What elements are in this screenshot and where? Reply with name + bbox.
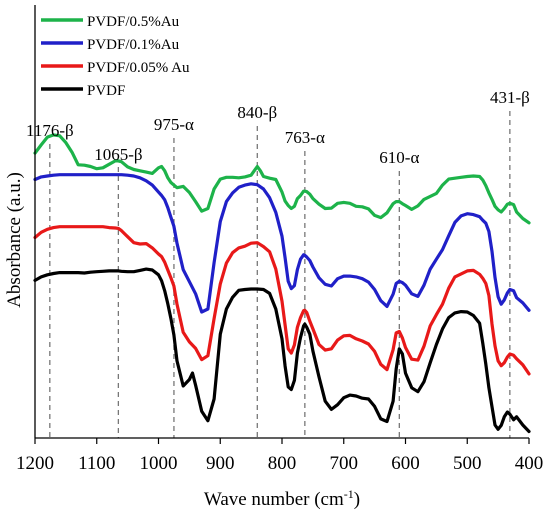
series-line <box>33 133 531 225</box>
series-line <box>33 173 531 314</box>
x-tick-label: 1200 <box>16 453 54 474</box>
x-tick-label: 900 <box>206 453 235 474</box>
x-tick-label: 1000 <box>140 453 178 474</box>
x-tick-label: 800 <box>268 453 297 474</box>
series-lines <box>33 133 531 434</box>
y-axis-title: Absorbance (a.u.) <box>4 172 25 308</box>
peak-label: 975-α <box>154 115 194 134</box>
legend-label: PVDF/0.5%Au <box>87 14 180 30</box>
peak-label: 610-α <box>379 148 419 167</box>
x-axis-ticks: 1200 1100 1000 900 800 700 600 500 400 <box>16 438 543 474</box>
x-axis-title: Wave number (cm-1) <box>204 487 360 510</box>
legend-label: PVDF/0.05% Au <box>87 60 190 76</box>
x-tick-label: 500 <box>453 453 482 474</box>
legend: PVDF/0.5%Au PVDF/0.1%Au PVDF/0.05% Au PVDF <box>41 14 190 99</box>
legend-label: PVDF <box>87 83 125 99</box>
x-tick-label: 400 <box>515 453 544 474</box>
peak-reference-lines <box>49 111 511 438</box>
series-line <box>33 225 531 376</box>
series-line <box>33 267 531 434</box>
peak-labels: 1176-β 1065-β 975-α 840-β 763-α 610-α 431-β <box>26 88 530 167</box>
legend-label: PVDF/0.1%Au <box>87 37 180 53</box>
x-tick-label: 700 <box>330 453 359 474</box>
peak-label: 1065-β <box>94 145 142 164</box>
x-tick-label: 1100 <box>78 453 115 474</box>
x-tick-label: 600 <box>391 453 420 474</box>
peak-label: 1176-β <box>26 121 74 140</box>
peak-label: 763-α <box>285 128 325 147</box>
peak-label: 840-β <box>237 103 277 122</box>
peak-label: 431-β <box>490 88 530 107</box>
